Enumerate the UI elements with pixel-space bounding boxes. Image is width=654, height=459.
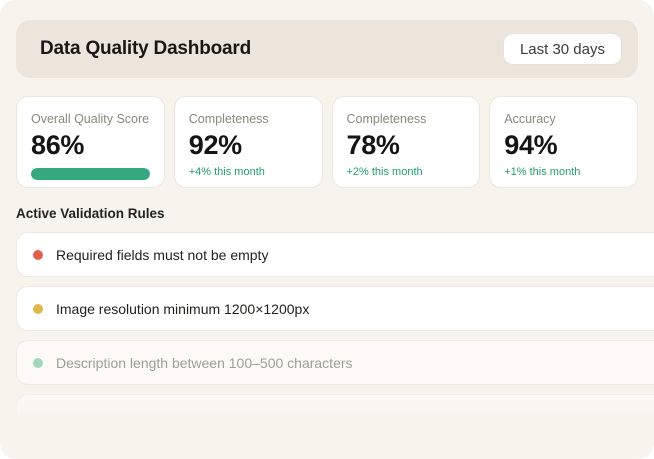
quality-progress-track [31, 168, 150, 181]
page-title: Data Quality Dashboard [40, 38, 251, 59]
metric-card-overall-quality: Overall Quality Score 86% [16, 96, 165, 188]
header-bar: Data Quality Dashboard Last 30 days [16, 20, 638, 78]
date-range-button[interactable]: Last 30 days [502, 33, 622, 65]
status-dot-yellow [33, 303, 43, 314]
metric-card-completeness-2: Completeness 78% +2% this month [331, 96, 481, 188]
rule-row-image-resolution[interactable]: Image resolution minimum 1200×1200px [16, 286, 654, 331]
rule-label: Image resolution minimum 1200×1200px [56, 300, 310, 317]
rules-section-heading: Active Validation Rules [16, 206, 165, 221]
metric-label: Completeness [346, 112, 427, 126]
metric-value: 86% [31, 130, 85, 160]
metric-card-accuracy: Accuracy 94% +1% this month [489, 96, 638, 188]
metric-label: Overall Quality Score [31, 112, 150, 126]
metric-value: 78% [346, 130, 400, 160]
metric-value: 92% [188, 130, 242, 160]
status-dot-teal [33, 357, 43, 368]
rule-label: Description length between 100–500 chara… [56, 354, 353, 371]
rules-list: Required fields must not be empty Image … [0, 232, 654, 439]
metric-delta: +1% this month [504, 166, 581, 179]
status-dot-red [33, 249, 43, 260]
metric-label: Completeness [188, 112, 269, 126]
rule-row-description-length[interactable]: Description length between 100–500 chara… [16, 340, 654, 385]
metric-label: Accuracy [504, 112, 556, 126]
metric-card-completeness-1: Completeness 92% +4% this month [173, 96, 323, 188]
rule-row-required-fields[interactable]: Required fields must not be empty [16, 232, 654, 277]
rule-label: Required fields must not be empty [56, 246, 269, 263]
metric-delta: +2% this month [346, 166, 423, 179]
metric-cards-row: Overall Quality Score 86% Completeness 9… [16, 96, 638, 188]
quality-progress-fill [31, 168, 150, 181]
metric-delta: +4% this month [188, 166, 265, 179]
metric-value: 94% [504, 130, 558, 160]
rule-row-faded-partial [16, 394, 654, 439]
